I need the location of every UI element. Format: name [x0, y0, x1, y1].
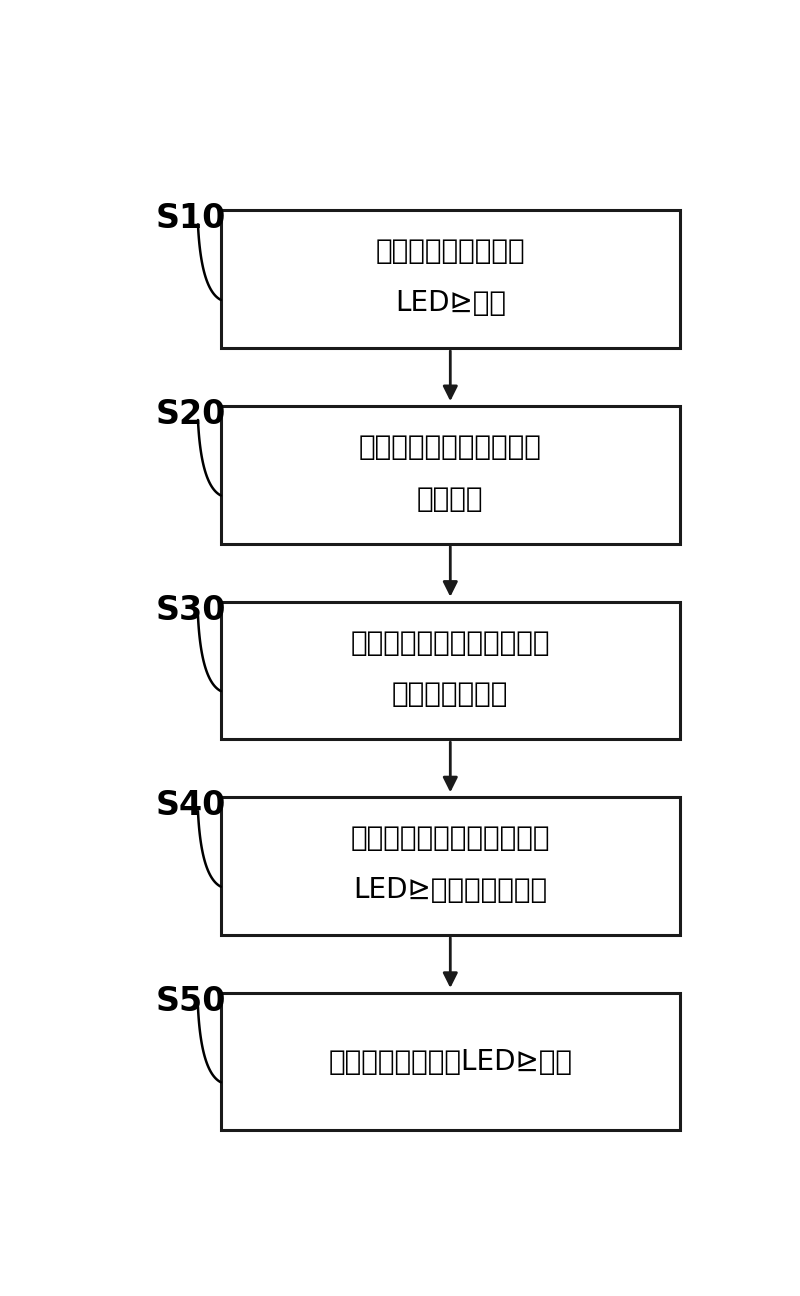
Text: 利用电气连接线以电气连接: 利用电气连接线以电气连接 [350, 824, 550, 851]
Text: 散热薄膜: 散热薄膜 [417, 485, 483, 513]
Text: 利用封装胶体包覆LED⊵晶层: 利用封装胶体包覆LED⊵晶层 [328, 1047, 572, 1076]
Bar [221, 993, 680, 1130]
Bar [221, 797, 680, 934]
Text: S10: S10 [156, 202, 226, 236]
Text: 利用黏着导热层结合蓝宝石: 利用黏着导热层结合蓝宝石 [350, 629, 550, 657]
Text: S40: S40 [156, 789, 226, 822]
Bar [221, 406, 680, 544]
Text: S20: S20 [156, 398, 226, 432]
Text: S50: S50 [156, 985, 226, 1017]
Text: LED⊵晶层: LED⊵晶层 [395, 289, 506, 318]
Text: 在底座基板上形成热辐射: 在底座基板上形成热辐射 [359, 433, 542, 461]
Bar [221, 210, 680, 349]
Text: 在蓝宝石基板上形成: 在蓝宝石基板上形成 [375, 237, 525, 266]
Text: S30: S30 [156, 594, 226, 626]
Bar [221, 601, 680, 739]
Text: 基板及底座基板: 基板及底座基板 [392, 680, 509, 709]
Text: LED⊵晶层至外部电源: LED⊵晶层至外部电源 [354, 876, 547, 905]
